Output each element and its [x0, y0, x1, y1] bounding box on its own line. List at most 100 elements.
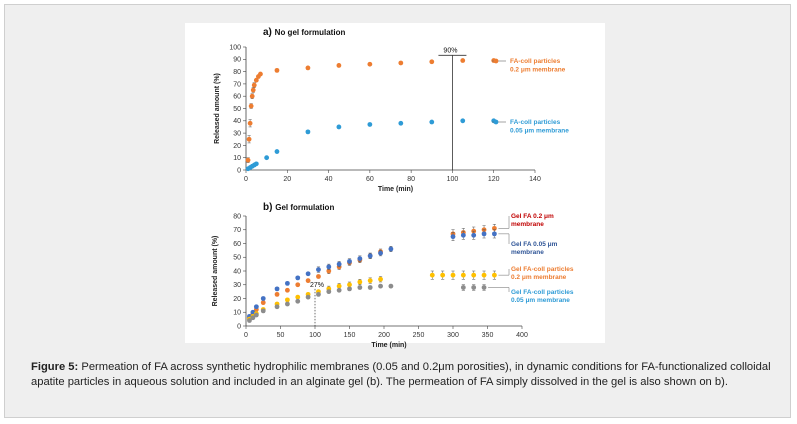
data-point	[398, 120, 404, 126]
data-point	[367, 253, 373, 259]
legend-label: 0.2 μm membrane	[510, 67, 566, 74]
data-point	[305, 65, 311, 71]
data-point	[378, 250, 383, 256]
legend-label: membrane	[511, 249, 544, 256]
data-point	[378, 283, 383, 289]
x-tick-label: 400	[516, 332, 528, 339]
chart-panel-a: a) No gel formulation 0 10 20 30 40 50 60 70 80 90…	[214, 27, 569, 193]
data-point	[305, 294, 311, 300]
chart-title-text: Gel formulation	[275, 203, 334, 212]
data-point	[429, 59, 435, 65]
data-point	[249, 93, 255, 99]
data-point	[357, 285, 363, 290]
data-point	[450, 234, 456, 240]
data-point	[336, 124, 342, 130]
y-tick-label: 60	[233, 94, 241, 101]
data-point	[295, 275, 301, 281]
data-point	[295, 282, 301, 288]
data-point	[253, 161, 259, 167]
x-tick-label: 20	[283, 176, 291, 183]
data-point	[367, 285, 373, 290]
data-point	[260, 308, 266, 314]
data-point	[295, 294, 301, 300]
data-point	[492, 231, 497, 237]
series-2	[247, 229, 497, 319]
y-tick-label: 50	[233, 106, 241, 113]
y-tick-label: 20	[233, 296, 241, 303]
chart-title-text: No gel formulation	[275, 28, 346, 37]
x-tick-label: 120	[488, 176, 500, 183]
data-point	[440, 272, 446, 278]
legend-connector	[488, 287, 510, 292]
data-point	[326, 289, 332, 295]
y-tick-label: 40	[233, 268, 241, 275]
data-point	[316, 291, 321, 297]
chart-title: b) Gel formulation	[263, 202, 334, 213]
x-tick-label: 100	[447, 176, 459, 183]
y-tick-label: 0	[237, 323, 241, 330]
figure-charts: a) No gel formulation 0 10 20 30 40 50 60 70 80 90…	[212, 27, 574, 349]
y-tick-label: 0	[237, 167, 241, 174]
data-point	[450, 272, 456, 278]
data-point	[326, 264, 332, 270]
data-point	[260, 300, 266, 306]
data-point	[250, 87, 256, 93]
data-point	[295, 298, 301, 304]
annotation-label: 27%	[310, 282, 324, 289]
legend-label: 0.05 μm membrane	[511, 297, 570, 304]
y-tick-label: 20	[233, 143, 241, 150]
x-tick-label: 140	[529, 176, 541, 183]
x-tick-label: 0	[244, 332, 248, 339]
data-point	[285, 297, 290, 303]
data-point	[367, 122, 373, 127]
y-tick-label: 50	[233, 255, 241, 262]
data-point	[481, 231, 487, 237]
legend-entry: FA-coll particles 0.2 μm membrane	[492, 58, 566, 74]
series-3	[247, 270, 497, 322]
data-point	[247, 120, 253, 126]
data-point	[398, 60, 404, 66]
series-1	[245, 58, 497, 163]
caption-text: Permeation of FA across synthetic hydrop…	[31, 361, 771, 388]
y-tick-label: 40	[233, 118, 241, 125]
x-tick-label: 150	[344, 332, 356, 339]
data-point	[471, 232, 477, 238]
data-point	[347, 258, 352, 264]
y-tick-label: 30	[233, 131, 241, 138]
legend-connector	[498, 269, 510, 276]
legend-label: FA-coll particles	[510, 58, 561, 65]
data-point	[471, 285, 477, 290]
x-axis-label: Time (min)	[371, 342, 406, 349]
figure-frame: a) No gel formulation 0 10 20 30 40 50 60 70 80 90…	[4, 4, 791, 418]
data-point	[274, 286, 280, 292]
chart-panel-b: b) Gel formulation 0 10 20 30 40 50 60 70 80 0 50 10…	[212, 202, 574, 349]
data-point	[305, 271, 311, 277]
data-point	[264, 155, 270, 161]
data-point	[460, 232, 466, 238]
legend-connector	[498, 233, 510, 244]
x-tick-label: 50	[277, 332, 285, 339]
data-point	[245, 157, 251, 163]
x-tick-label: 300	[447, 332, 459, 339]
data-point	[388, 283, 394, 289]
data-point	[357, 279, 363, 285]
legend-entry: FA-coll particles 0.05 μm membrane	[492, 119, 569, 135]
data-point	[336, 63, 342, 68]
data-point	[274, 67, 280, 73]
x-tick-label: 0	[244, 176, 248, 183]
y-axis-label: Released amount (%)	[214, 73, 221, 144]
x-tick-label: 60	[366, 176, 374, 183]
legend-label: 0.05 μm membrane	[510, 128, 569, 135]
data-point	[367, 61, 373, 67]
data-point	[285, 280, 290, 286]
data-point	[285, 287, 290, 293]
annotation-label: 90%	[443, 47, 457, 54]
data-point	[367, 278, 373, 284]
data-point	[250, 315, 256, 321]
data-point	[388, 246, 394, 252]
series-2	[245, 118, 497, 172]
legend-label: 0.2 μm membrane	[511, 274, 567, 281]
